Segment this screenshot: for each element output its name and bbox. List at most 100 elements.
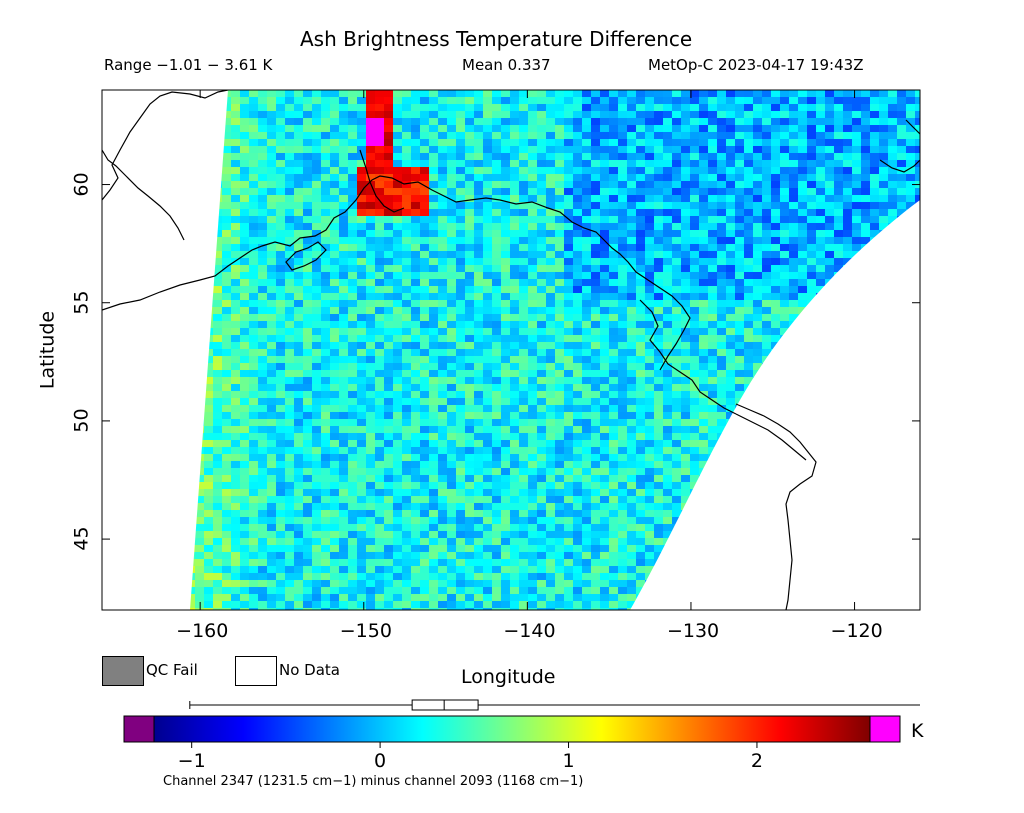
swath-pixel	[627, 230, 636, 237]
swath-pixel	[861, 111, 870, 118]
swath-pixel	[348, 489, 357, 496]
swath-pixel	[429, 209, 438, 216]
swath-pixel	[789, 398, 798, 405]
swath-pixel	[789, 405, 798, 412]
swath-pixel	[591, 412, 600, 419]
swath-pixel	[681, 405, 690, 412]
swath-pixel	[483, 237, 492, 244]
swath-pixel	[357, 398, 366, 405]
mean-text: Mean 0.337	[462, 56, 551, 74]
swath-pixel	[852, 132, 861, 139]
swath-pixel	[726, 391, 735, 398]
swath-pixel	[546, 447, 555, 454]
swath-pixel	[591, 447, 600, 454]
swath-pixel	[825, 377, 834, 384]
swath-pixel	[753, 335, 762, 342]
swath-pixel	[348, 482, 357, 489]
swath-pixel	[780, 195, 789, 202]
swath-pixel	[537, 265, 546, 272]
swath-pixel	[906, 244, 915, 251]
swath-pixel	[375, 377, 384, 384]
swath-pixel	[735, 265, 744, 272]
swath-pixel	[492, 370, 501, 377]
swath-pixel	[726, 251, 735, 258]
swath-pixel	[609, 265, 618, 272]
swath-pixel	[843, 160, 852, 167]
swath-pixel	[834, 272, 843, 279]
swath-pixel	[402, 321, 411, 328]
swath-pixel	[717, 454, 726, 461]
swath-pixel	[249, 265, 258, 272]
swath-pixel	[645, 251, 654, 258]
swath-pixel	[339, 391, 348, 398]
swath-pixel	[249, 363, 258, 370]
swath-pixel	[879, 433, 888, 440]
swath-pixel	[582, 97, 591, 104]
swath-pixel	[546, 244, 555, 251]
swath-pixel	[411, 412, 420, 419]
swath-pixel	[213, 195, 222, 202]
swath-pixel	[600, 391, 609, 398]
swath-pixel	[906, 426, 915, 433]
swath-pixel	[897, 335, 906, 342]
swath-pixel	[483, 363, 492, 370]
swath-pixel	[708, 265, 717, 272]
swath-pixel	[240, 370, 249, 377]
swath-pixel	[375, 454, 384, 461]
swath-pixel	[348, 223, 357, 230]
swath-pixel	[816, 188, 825, 195]
swath-pixel	[636, 377, 645, 384]
swath-pixel	[429, 118, 438, 125]
swath-pixel	[672, 356, 681, 363]
swath-pixel	[429, 286, 438, 293]
swath-pixel	[429, 412, 438, 419]
swath-pixel	[231, 489, 240, 496]
swath-pixel	[519, 349, 528, 356]
swath-pixel	[582, 237, 591, 244]
swath-pixel	[780, 216, 789, 223]
swath-pixel	[825, 412, 834, 419]
swath-pixel	[717, 314, 726, 321]
swath-pixel	[915, 188, 920, 195]
swath-pixel	[258, 188, 267, 195]
swath-pixel	[861, 412, 870, 419]
swath-pixel	[906, 272, 915, 279]
swath-pixel	[573, 461, 582, 468]
swath-pixel	[528, 230, 537, 237]
swath-pixel	[753, 174, 762, 181]
swath-pixel	[852, 237, 861, 244]
swath-pixel	[699, 286, 708, 293]
swath-pixel	[204, 230, 213, 237]
swath-pixel	[510, 132, 519, 139]
swath-pixel	[708, 377, 717, 384]
swath-pixel	[690, 181, 699, 188]
swath-pixel	[771, 307, 780, 314]
swath-pixel	[897, 356, 906, 363]
swath-pixel	[744, 370, 753, 377]
swath-pixel	[582, 167, 591, 174]
swath-pixel	[483, 461, 492, 468]
swath-pixel	[519, 426, 528, 433]
swath-pixel	[744, 384, 753, 391]
swath-pixel	[411, 454, 420, 461]
swath-pixel	[312, 195, 321, 202]
swath-pixel	[816, 489, 825, 496]
swath-pixel	[411, 244, 420, 251]
swath-pixel	[492, 146, 501, 153]
swath-pixel	[384, 419, 393, 426]
swath-pixel	[546, 433, 555, 440]
swath-pixel	[888, 349, 897, 356]
swath-pixel	[294, 293, 303, 300]
swath-pixel	[627, 160, 636, 167]
swath-pixel	[204, 139, 213, 146]
swath-pixel	[843, 419, 852, 426]
swath-pixel	[681, 426, 690, 433]
swath-pixel	[708, 167, 717, 174]
swath-pixel	[312, 104, 321, 111]
swath-pixel	[681, 461, 690, 468]
swath-pixel	[420, 90, 429, 97]
swath-pixel	[690, 125, 699, 132]
swath-pixel	[528, 167, 537, 174]
swath-pixel	[276, 328, 285, 335]
swath-pixel	[627, 419, 636, 426]
